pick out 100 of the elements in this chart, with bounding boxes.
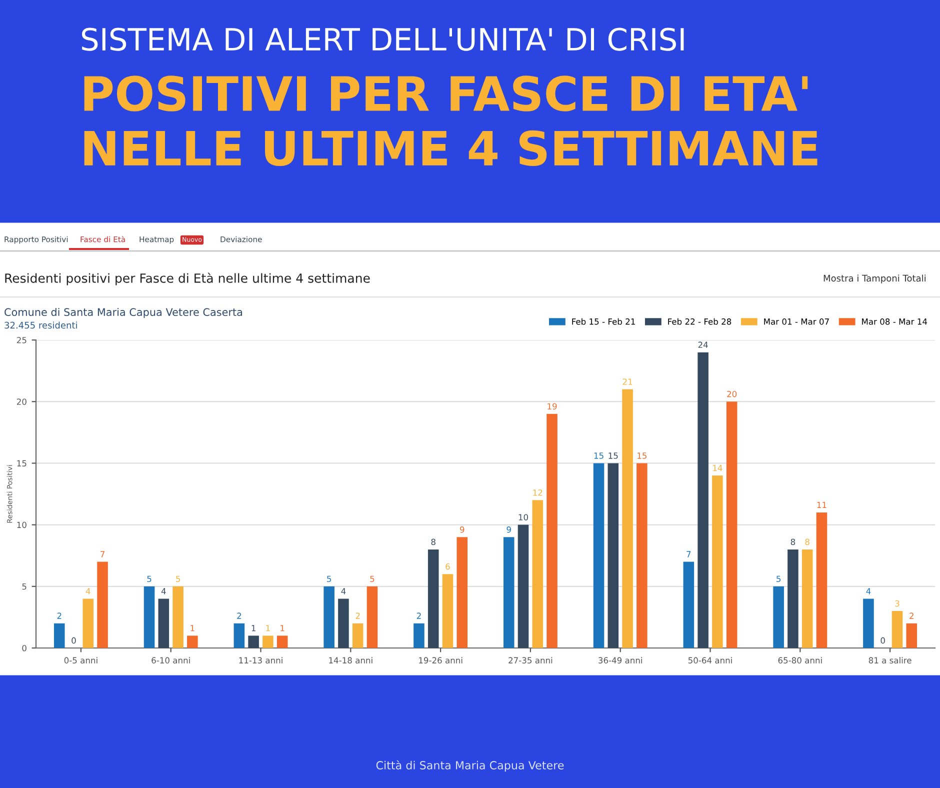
data-label: 15 [638,452,646,459]
bar [366,586,378,648]
x-tick-label: 0-5 anni [64,657,98,664]
data-label: 8 [431,538,436,546]
bar [802,549,813,648]
data-label: 1 [252,625,256,632]
data-label: 5 [370,576,374,582]
legend-label: Mar 01 - Mar 07 [764,318,829,325]
data-label: 7 [686,551,691,558]
data-label: 2 [237,612,241,619]
data-label: 4 [866,588,871,594]
text: Città di Santa Maria Capua Vetere [376,760,564,772]
bar [352,623,364,648]
data-label: 4 [161,588,166,594]
bar [726,402,738,648]
data-label: 7 [100,551,104,558]
bar [248,636,259,648]
data-label: 2 [57,612,62,619]
data-label: 5 [776,576,780,582]
data-label: 15 [608,452,618,459]
text: Residenti positivi per Fasce di Età nelle ultime 4 settimane [5,272,370,286]
y-tick-label: 25 [16,336,26,344]
bar [158,598,170,648]
legend-label: Mar 08 - Mar 14 [862,318,928,325]
y-tick-label: 5 [22,583,26,590]
x-tick-label: 50-64 anni [688,657,732,664]
data-label: 20 [727,390,737,398]
text: 32.455 residenti [4,322,77,329]
x-tick-label: 36-49 anni [598,657,642,664]
data-label: 10 [518,514,528,520]
data-label: 9 [460,526,464,533]
x-tick-label: 27-35 anni [508,657,552,664]
bar [276,636,288,648]
bar [712,476,723,648]
data-label: 5 [147,576,152,582]
bar [338,598,349,648]
data-label: 14 [713,464,722,472]
legend-label: Feb 22 - Feb 28 [668,318,732,325]
text: Mostra i Tamponi Totali [824,274,926,284]
bar [172,586,184,648]
bar [593,463,604,648]
data-label: 2 [416,612,421,619]
x-tick-label: 81 a salire [868,657,912,664]
chart-title: POSITIVI PER FASCE DI ETA' NELLE ULTIME 4 SETTIMANE [84,76,818,166]
bar [683,562,694,648]
bar [698,352,708,648]
bar [262,636,274,648]
data-label: 11 [817,502,826,508]
bar [636,463,648,648]
data-label: 8 [790,538,796,546]
data-label: 5 [176,576,180,582]
bar [788,549,798,648]
data-label: 21 [622,378,632,385]
text: Comune di Santa Maria Capua Vetere Caserta [4,308,242,318]
bar [892,611,903,648]
y-tick-label: 0 [22,644,26,652]
chart-subtitle: SISTEMA DI ALERT DELL'UNITA' DI CRISI [82,28,684,51]
bar [503,537,514,648]
bar [546,414,558,648]
x-tick-label: 14-18 anni [329,657,372,664]
data-label: 19 [548,403,557,410]
bar [532,500,544,648]
data-label: 1 [190,625,194,632]
data-label: 4 [86,588,90,594]
data-label: 0 [72,637,76,644]
data-label: 15 [594,452,604,459]
x-tick-label: 6-10 anni [152,657,190,664]
bar [428,549,439,648]
legend-label: Feb 15 - Feb 21 [572,318,635,325]
bar [622,389,633,648]
data-label: 12 [533,489,542,496]
bar [863,598,874,648]
y-tick-label: 20 [16,398,26,405]
bar [414,623,424,648]
x-tick-label: 19-26 anni [419,657,462,664]
bar [906,623,918,648]
bar [442,574,454,648]
data-label: 3 [895,600,900,607]
bar [234,623,245,648]
data-label: 8 [805,538,810,546]
data-label: 24 [698,342,708,348]
x-tick-label: 65-80 anni [778,657,822,664]
y-tick-label: 10 [17,522,26,528]
bar [608,463,619,648]
data-label: 2 [910,612,914,619]
bar [82,598,94,648]
x-tick-label: 11-13 anni [239,657,282,664]
data-label: 1 [280,625,284,632]
bar [518,524,529,648]
data-label: 6 [446,563,450,570]
data-label: 0 [880,637,885,644]
data-label: 5 [327,576,331,582]
bar [773,586,784,648]
bar [456,537,468,648]
data-label: 2 [356,612,360,619]
bar [54,623,65,648]
data-label: 1 [266,625,270,632]
bar [187,636,198,648]
bar [97,562,108,648]
bar [324,586,334,648]
